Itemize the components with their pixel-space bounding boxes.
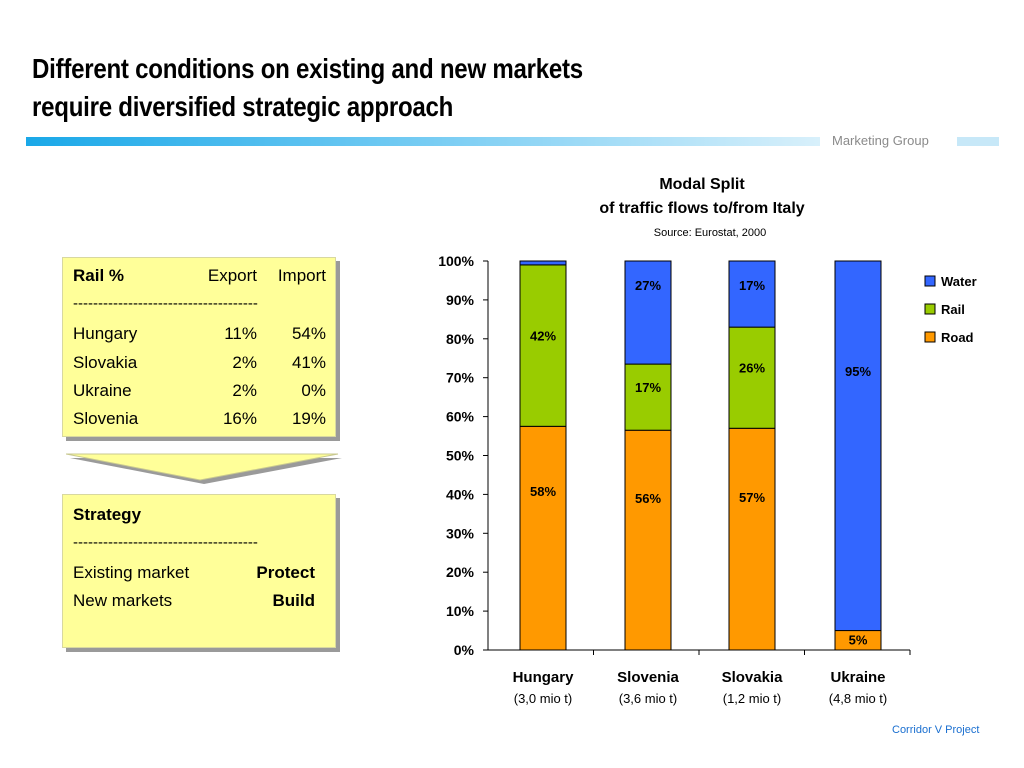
rail-row-export: 11% [224, 324, 257, 343]
data-label: 17% [635, 380, 661, 395]
funnel-arrow-shape [66, 453, 342, 484]
group-label: Marketing Group [832, 133, 929, 148]
page-title: Different conditions on existing and new… [32, 50, 686, 126]
footer-label: Corridor V Project [892, 724, 980, 736]
x-category-sublabel: (1,2 mio t) [723, 691, 782, 706]
y-tick-label: 40% [446, 486, 475, 502]
strategy-header: Strategy [73, 505, 142, 524]
rail-row-country: Slovakia [73, 353, 138, 372]
y-tick-label: 30% [446, 525, 475, 541]
bar-segment-road [728, 427, 776, 651]
strategy-row-value: Build [272, 591, 316, 610]
data-label: 57% [739, 490, 765, 505]
legend-swatch-road [924, 331, 936, 343]
x-category-sublabel: (3,0 mio t) [514, 691, 573, 706]
x-category-sublabel: (4,8 mio t) [829, 691, 888, 706]
chart-source: Source: Eurostat, 2000 [654, 227, 767, 239]
rail-row-export: 2% [232, 353, 257, 372]
y-tick-label: 90% [446, 292, 475, 308]
y-tick-label: 0% [454, 642, 475, 658]
bar-segment-rail [728, 326, 776, 429]
rail-table-header: Rail % [73, 266, 125, 285]
bar-segment-water [728, 260, 776, 328]
rail-row-import: 19% [291, 409, 326, 428]
data-label: 26% [739, 361, 765, 376]
data-label: 42% [530, 329, 556, 344]
rail-row-import: 54% [291, 324, 326, 343]
bar-segment-road [624, 429, 672, 651]
bar-segment-rail [519, 264, 567, 427]
strategy-separator: ------------------------------------- [73, 534, 258, 551]
x-category-label: Slovenia [617, 669, 679, 686]
strategy-row-label: New markets [73, 591, 173, 610]
y-tick-label: 70% [446, 370, 475, 386]
legend-swatch-rail [924, 303, 936, 315]
x-category-label: Ukraine [830, 669, 885, 686]
legend-label: Road [941, 330, 974, 345]
bar-segment-road [519, 425, 567, 651]
chart-title: Modal Split [659, 176, 745, 193]
strategy-row-value: Protect [256, 563, 315, 582]
bar-segment-rail [624, 363, 672, 431]
strategy-row-label: Existing market [73, 563, 190, 582]
page-title-line-1: Different conditions on existing and new… [32, 53, 583, 84]
chart-legend: Water Rail Road [924, 274, 977, 345]
data-label: 17% [739, 278, 765, 293]
rail-row-import: 41% [291, 353, 326, 372]
rail-row-country: Hungary [73, 324, 138, 343]
legend-label: Water [941, 274, 977, 289]
bar-segment-water [519, 260, 567, 266]
rail-table-col-import: Import [277, 266, 326, 285]
rail-table-panel: Rail % Export Import -------------------… [62, 257, 336, 437]
rail-row-export: 16% [222, 409, 257, 428]
strategy-panel: Strategy -------------------------------… [62, 494, 336, 648]
legend-swatch-water [924, 275, 936, 287]
y-tick-label: 20% [446, 564, 475, 580]
rail-row-export: 2% [232, 381, 257, 400]
title-divider [26, 137, 820, 146]
rail-table-col-export: Export [207, 266, 257, 285]
data-label: 27% [635, 278, 661, 293]
data-label: 56% [635, 491, 661, 506]
rail-row-country: Ukraine [73, 381, 132, 400]
chart-subtitle: of traffic flows to/from Italy [599, 200, 804, 217]
bar-segment-water [624, 260, 672, 365]
y-tick-label: 100% [438, 253, 474, 269]
rail-table-separator: ------------------------------------- [73, 295, 258, 312]
data-label: 95% [845, 364, 871, 379]
x-category-label: Slovakia [722, 669, 784, 686]
title-divider-end [957, 137, 999, 146]
rail-row-country: Slovenia [73, 409, 139, 428]
legend-label: Rail [941, 302, 965, 317]
rail-row-import: 0% [301, 381, 326, 400]
y-tick-label: 60% [446, 409, 475, 425]
data-label: 58% [530, 484, 556, 499]
bar-segment-water [834, 260, 882, 632]
chart-plot-area: 0% 10% 20% 30% 40% 50% 60% 70% 80% 90% 100% 58% 42% H… [438, 253, 911, 706]
page-title-line-2: require diversified strategic approach [32, 91, 454, 122]
y-tick-label: 10% [446, 603, 475, 619]
y-tick-label: 80% [446, 331, 475, 347]
y-tick-label: 50% [446, 448, 475, 464]
x-category-sublabel: (3,6 mio t) [619, 691, 678, 706]
data-label: 5% [849, 633, 868, 648]
x-category-label: Hungary [513, 669, 575, 686]
